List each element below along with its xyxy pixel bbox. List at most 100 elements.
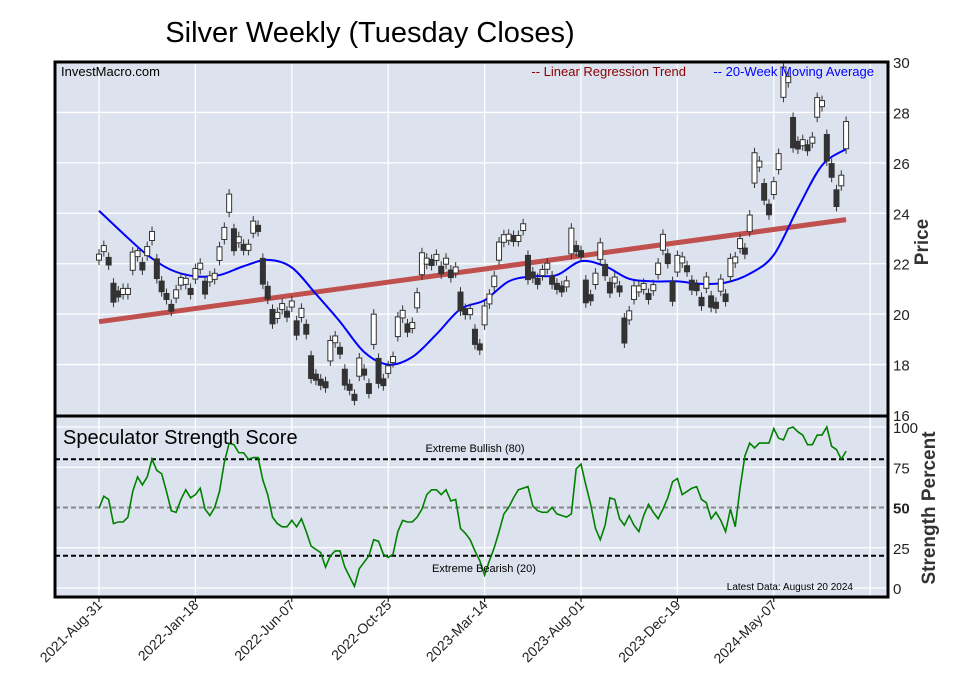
candle-body: [211, 272, 218, 280]
candle-body: [351, 393, 358, 401]
candle-body: [640, 282, 647, 290]
strength-plot: [55, 424, 888, 589]
x-tick-label: 2021-Aug-31: [37, 597, 106, 666]
candle-body: [447, 269, 454, 279]
price-tick-label: 22: [893, 257, 910, 274]
candle-body: [631, 285, 638, 301]
candle-body: [182, 277, 189, 285]
extreme-bearish-label: Extreme Bearish (20): [432, 563, 536, 575]
candle-body: [693, 284, 700, 292]
speculator-strength-line: [98, 424, 847, 589]
candle-body: [659, 233, 666, 251]
candle-body: [283, 310, 290, 318]
candle-body: [197, 262, 204, 270]
candle-body: [737, 238, 744, 249]
candle-body: [664, 253, 671, 265]
strength-axis-ticks: 0 25 50 75 100: [893, 420, 918, 598]
candle-body: [823, 133, 830, 162]
x-tick-label: 2022-Jan-18: [135, 597, 202, 664]
candle-body: [177, 277, 184, 286]
candle-body: [558, 285, 565, 293]
candle-body: [380, 378, 387, 387]
candle-body: [235, 236, 242, 244]
candle-body: [269, 308, 276, 325]
candle-body: [390, 356, 397, 364]
regression-trend-line: [98, 217, 847, 325]
candle-body: [684, 265, 691, 273]
candle-body: [293, 320, 300, 336]
candle-body: [341, 368, 348, 386]
candle-body: [158, 280, 165, 293]
x-tick-label: 2023-Aug-01: [519, 597, 588, 666]
candle-body: [250, 220, 257, 234]
candle-body: [105, 256, 112, 266]
candle-body: [173, 289, 180, 299]
strength-tick-label: 50: [893, 501, 910, 518]
x-axis-ticks: 2021-Aug-31 2022-Jan-18 2022-Jun-07 2022-Oc…: [37, 597, 780, 667]
candle-body: [539, 269, 546, 277]
candle-body: [149, 230, 156, 242]
candle-body: [761, 183, 768, 201]
price-tick-label: 18: [893, 358, 910, 375]
candle-body: [168, 303, 175, 312]
candle-body: [202, 280, 209, 295]
candle-body: [399, 309, 406, 319]
candle-body: [409, 321, 416, 330]
candle-body: [833, 189, 840, 207]
candle-body: [144, 246, 151, 257]
candle-body: [602, 263, 609, 277]
candle-body: [573, 245, 580, 253]
candle-body: [452, 266, 459, 274]
candle-body: [163, 292, 170, 301]
candle-body: [418, 252, 425, 276]
candle-body: [688, 279, 695, 291]
price-tick-label: 16: [893, 408, 910, 425]
candle-body: [751, 152, 758, 184]
candle-body: [423, 257, 430, 265]
candle-body: [438, 265, 445, 275]
legend-moving-average: -- 20-Week Moving Average: [713, 64, 874, 79]
price-axis-label: Price: [912, 219, 933, 265]
candle-body: [298, 307, 305, 318]
candle-body: [303, 323, 310, 335]
candle-body: [365, 383, 372, 394]
candle-body: [115, 290, 122, 298]
candle-body: [635, 285, 642, 293]
candle-body: [110, 282, 117, 303]
candle-body: [230, 228, 237, 252]
candle-body: [524, 254, 531, 281]
price-axis-ticks: 16 18 20 22 24 26 28 30: [893, 55, 910, 425]
candle-body: [337, 346, 343, 355]
candle-body: [414, 292, 421, 309]
candle-body: [597, 242, 604, 260]
candle-body: [626, 310, 633, 321]
candle-body: [727, 257, 734, 278]
candle-body: [279, 303, 286, 311]
legend-regression: -- Linear Regression Trend: [531, 64, 686, 79]
extreme-bullish-label: Extreme Bullish (80): [425, 443, 524, 455]
candle-body: [457, 291, 464, 312]
candle-body: [462, 308, 469, 316]
candle-body: [476, 343, 483, 351]
candle-body: [679, 256, 686, 264]
candle-body: [240, 243, 247, 251]
candle-body: [616, 285, 623, 293]
candle-body: [96, 253, 102, 261]
candle-body: [496, 241, 503, 261]
candle-body: [809, 136, 816, 144]
candle-body: [327, 339, 334, 362]
candle-body: [385, 365, 392, 374]
candle-body: [100, 245, 107, 253]
candle-body: [491, 275, 498, 288]
candle-body: [134, 250, 141, 258]
chart-title: Silver Weekly (Tuesday Closes): [165, 17, 574, 49]
price-tick-label: 26: [893, 156, 910, 173]
strength-tick-label: 100: [893, 420, 918, 437]
candle-body: [814, 97, 821, 118]
price-tick-label: 30: [893, 55, 910, 72]
candle-body: [139, 261, 146, 271]
candle-body: [722, 293, 729, 303]
candle-body: [592, 272, 599, 286]
candle-body: [568, 227, 575, 255]
